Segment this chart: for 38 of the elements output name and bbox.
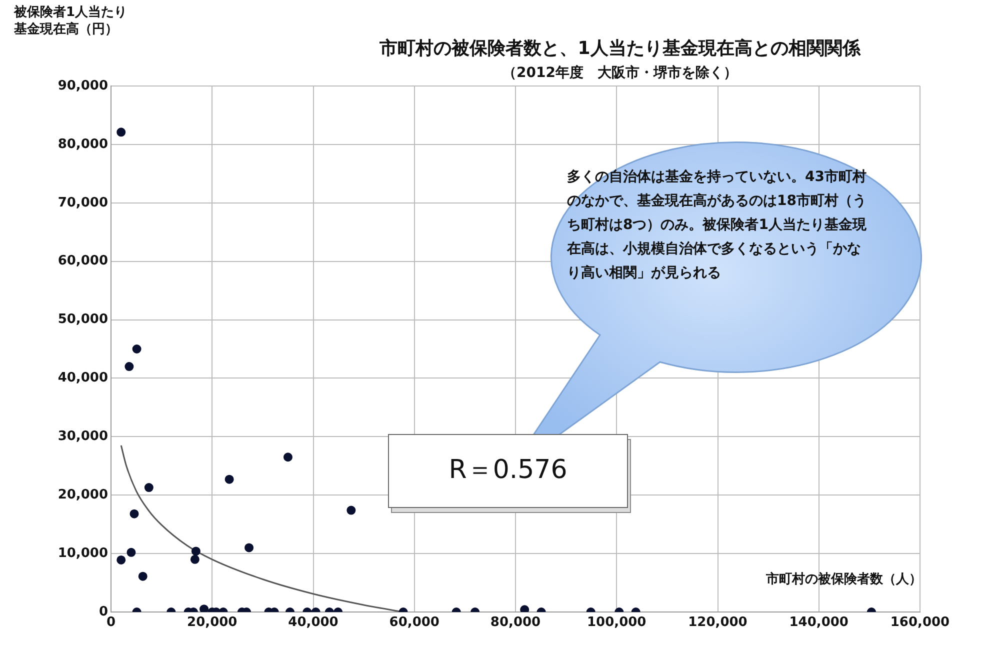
y-tick-label: 60,000 bbox=[58, 254, 108, 269]
point bbox=[190, 554, 200, 564]
point bbox=[520, 605, 530, 612]
x-axis-title: 市町村の被保険者数（人） bbox=[766, 570, 922, 588]
y-tick-label: 80,000 bbox=[58, 136, 108, 152]
x-tick-label: 120,000 bbox=[688, 615, 748, 630]
x-tick-label: 160,000 bbox=[890, 615, 950, 630]
y-tick-label: 20,000 bbox=[58, 487, 108, 502]
x-tick-label: 60,000 bbox=[389, 615, 440, 630]
y-tick-label: 10,000 bbox=[58, 546, 108, 561]
x-tick-label: 140,000 bbox=[789, 615, 848, 630]
annotation: 多くの自治体は基金を持っていない。43市町村のなかで、基金現在高があるのは18市町村（うち町村は8つ）のみ。被保険者1人当たり基金現在高は、小規模自治体で多くなるという「かなり高い相関」が見られる bbox=[567, 168, 867, 283]
x-tick-label: 40,000 bbox=[288, 615, 338, 630]
y-tick-label: 50,000 bbox=[58, 312, 108, 328]
point bbox=[283, 452, 292, 462]
point bbox=[124, 362, 134, 372]
y-tick-label: 30,000 bbox=[58, 429, 108, 444]
chart-title: 市町村の被保険者数と、1人当たり基金現在高との相関関係 bbox=[378, 37, 862, 60]
x-tick-label: 80,000 bbox=[490, 615, 541, 630]
point bbox=[132, 344, 142, 354]
point bbox=[144, 483, 154, 492]
point bbox=[130, 509, 139, 518]
point bbox=[200, 604, 209, 612]
x-tick-label: 20,000 bbox=[187, 615, 238, 630]
point bbox=[138, 572, 148, 581]
point bbox=[244, 543, 254, 552]
y-tick-label: 40,000 bbox=[58, 370, 108, 386]
point bbox=[191, 546, 200, 556]
y-tick-label: 90,000 bbox=[58, 78, 108, 94]
point bbox=[346, 506, 356, 515]
point bbox=[116, 555, 126, 564]
chart-subtitle: （2012年度 大阪市・堺市を除く） bbox=[502, 64, 738, 82]
y-tick-label: 70,000 bbox=[58, 195, 108, 210]
point bbox=[126, 548, 136, 557]
y-axis-title: 被保険者1人当たり基金現在高（円） bbox=[14, 4, 128, 38]
point bbox=[224, 474, 234, 484]
y-tick-label: 0 bbox=[98, 604, 108, 620]
x-tick-label: 100,000 bbox=[587, 615, 646, 630]
